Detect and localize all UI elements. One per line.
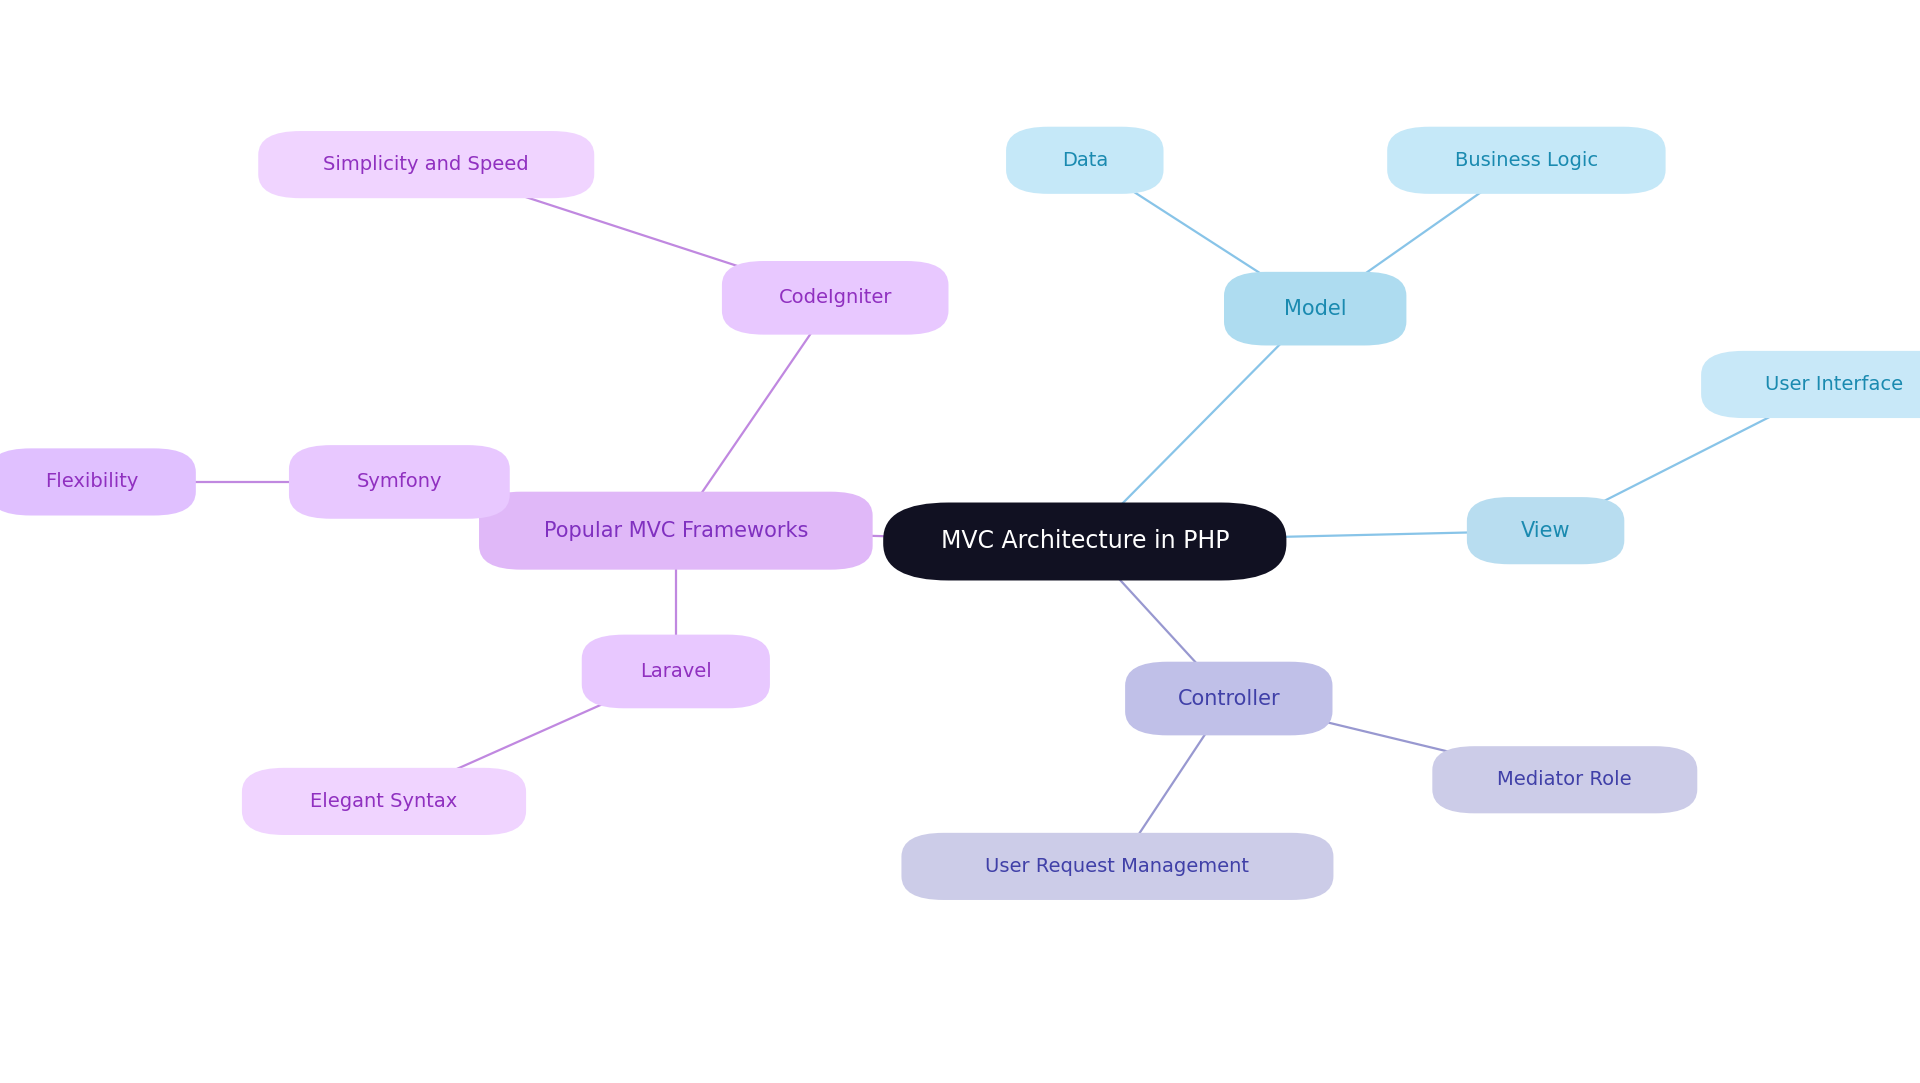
Text: Controller: Controller [1177,689,1281,708]
Text: View: View [1521,521,1571,540]
Text: Data: Data [1062,151,1108,170]
Text: Simplicity and Speed: Simplicity and Speed [323,155,530,174]
Text: Symfony: Symfony [357,472,442,492]
Text: Business Logic: Business Logic [1455,151,1597,170]
FancyBboxPatch shape [257,131,595,198]
FancyBboxPatch shape [1467,497,1624,564]
FancyBboxPatch shape [0,448,196,516]
FancyBboxPatch shape [242,768,526,835]
FancyBboxPatch shape [1225,272,1405,345]
FancyBboxPatch shape [480,492,872,570]
Text: Popular MVC Frameworks: Popular MVC Frameworks [543,521,808,540]
Text: User Request Management: User Request Management [985,857,1250,876]
FancyBboxPatch shape [902,833,1332,900]
FancyBboxPatch shape [1701,351,1920,418]
FancyBboxPatch shape [582,635,770,708]
Text: User Interface: User Interface [1764,375,1903,394]
Text: Flexibility: Flexibility [46,472,138,492]
Text: MVC Architecture in PHP: MVC Architecture in PHP [941,530,1229,553]
Text: Elegant Syntax: Elegant Syntax [311,792,457,811]
FancyBboxPatch shape [722,261,948,335]
Text: Mediator Role: Mediator Role [1498,770,1632,790]
FancyBboxPatch shape [1386,127,1667,194]
Text: CodeIgniter: CodeIgniter [778,288,893,308]
FancyBboxPatch shape [1432,746,1697,813]
FancyBboxPatch shape [1125,662,1332,735]
FancyBboxPatch shape [288,445,511,519]
Text: Model: Model [1284,299,1346,318]
FancyBboxPatch shape [1006,127,1164,194]
FancyBboxPatch shape [883,503,1286,580]
Text: Laravel: Laravel [639,662,712,681]
